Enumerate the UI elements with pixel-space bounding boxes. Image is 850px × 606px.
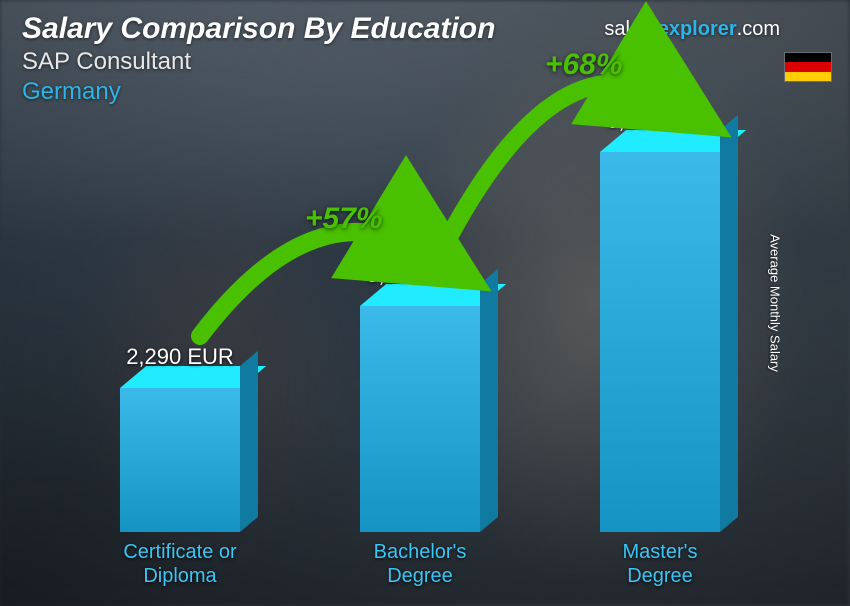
bar-chart: 2,290 EURCertificate orDiploma3,590 EURB… [40, 88, 790, 588]
title-subtitle: SAP Consultant [22, 48, 828, 76]
increase-percent-label: +57% [305, 202, 383, 236]
bar-group-2: 6,030 EURMaster'sDegree [580, 152, 740, 532]
bar-3d: 6,030 EUR [600, 152, 720, 532]
bar-value: 3,590 EUR [320, 262, 520, 288]
bar-value: 6,030 EUR [560, 108, 760, 134]
bar-front [120, 388, 240, 532]
brand-text-accent: explorer [658, 18, 737, 40]
bar-3d: 3,590 EUR [360, 306, 480, 532]
bar-side [480, 269, 498, 532]
flag-germany [784, 52, 832, 82]
bar-label: Bachelor'sDegree [340, 540, 500, 588]
brand-text-suffix: .com [737, 18, 780, 40]
flag-stripe-1 [785, 62, 831, 71]
bar-side [720, 115, 738, 532]
brand-text-plain: salary [604, 18, 657, 40]
bar-label: Certificate orDiploma [100, 540, 260, 588]
bar-front [360, 306, 480, 532]
flag-stripe-2 [785, 72, 831, 81]
bar-group-0: 2,290 EURCertificate orDiploma [100, 388, 260, 532]
bar-group-1: 3,590 EURBachelor'sDegree [340, 306, 500, 532]
bar-3d: 2,290 EUR [120, 388, 240, 532]
bar-label: Master'sDegree [580, 540, 740, 588]
brand-logo: salaryexplorer.com [604, 18, 780, 41]
bar-value: 2,290 EUR [80, 344, 280, 370]
bar-side [240, 351, 258, 532]
bar-front [600, 152, 720, 532]
flag-stripe-0 [785, 53, 831, 62]
